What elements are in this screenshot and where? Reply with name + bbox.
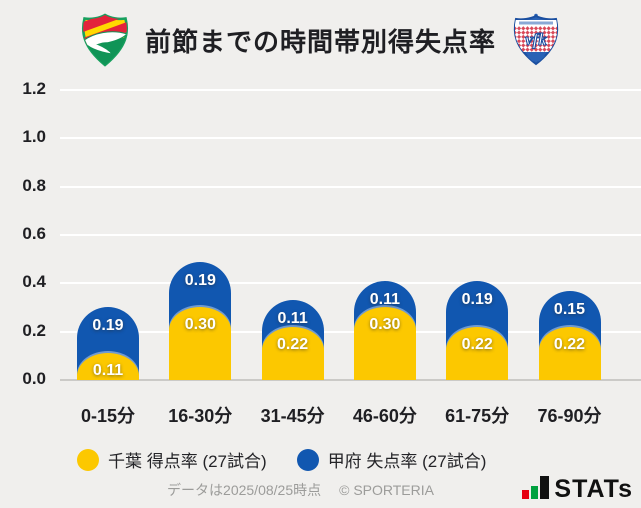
kofu-value-label-76-90分: 0.15 [553, 300, 586, 318]
stats-wordmark: STATs [554, 475, 633, 503]
gridline-y-0.8 [60, 185, 641, 188]
x-axis-tick-0-15分: 0-15分 [80, 406, 136, 426]
chiba-value-label-16-30分: 0.30 [184, 316, 216, 334]
footer-note: データは2025/08/25時点 © SPORTERIA [0, 480, 601, 500]
gridline-y-1.2 [60, 88, 641, 91]
legend-label-kofu: 甲府 失点率 (27試合) [327, 452, 487, 471]
legend-item-kofu: 甲府 失点率 (27試合) [296, 447, 487, 472]
x-axis-tick-76-90分: 76-90分 [537, 406, 602, 426]
chiba-value-label-0-15分: 0.11 [92, 362, 124, 380]
chiba-scored-segment-76-90分 [538, 326, 601, 380]
stacked-bar-16-30分: 0.19 0.30 [169, 261, 232, 380]
gridline-y-0.4 [60, 282, 641, 285]
legend-label-chiba: 千葉 得点率 (27試合) [108, 452, 267, 471]
kofu-value-label-16-30分: 0.19 [184, 271, 216, 289]
stats-bars-icon [522, 476, 550, 502]
chiba-scored-segment-16-30分 [169, 307, 232, 380]
y-axis-tick-1.2: 1.2 [22, 78, 46, 98]
y-axis-tick-0.2: 0.2 [22, 320, 46, 340]
chiba-value-label-46-60分: 0.30 [369, 316, 401, 334]
kofu-value-label-0-15分: 0.19 [92, 317, 124, 335]
ventforet-kofu-crest-icon: vfk [513, 13, 559, 66]
copyright: © SPORTERIA [339, 482, 434, 498]
stacked-bar-46-60分: 0.11 0.30 [353, 280, 416, 380]
chiba-scored-segment-61-75分 [446, 326, 509, 380]
kofu-blue-dot-icon [296, 448, 319, 471]
header: 前節までの時間帯別得失点率 vfk [0, 10, 641, 70]
y-axis-tick-0.6: 0.6 [22, 223, 46, 243]
y-axis-tick-1.0: 1.0 [22, 127, 46, 147]
chiba-scored-segment-31-45分 [261, 326, 324, 380]
y-axis-tick-0.4: 0.4 [22, 272, 46, 292]
stacked-bar-76-90分: 0.15 0.22 [538, 290, 601, 380]
stats-brand-logo: STATs [522, 476, 633, 502]
y-axis-tick-0.0: 0.0 [22, 369, 46, 388]
kofu-value-label-46-60分: 0.11 [369, 290, 401, 308]
page-title: 前節までの時間帯別得失点率 [144, 26, 496, 57]
data-date-note: データは2025/08/25時点 [167, 482, 322, 498]
x-axis-tick-31-45分: 31-45分 [260, 406, 325, 426]
chiba-scored-segment-46-60分 [353, 307, 416, 380]
chiba-yellow-dot-icon [77, 448, 99, 471]
x-axis-tick-16-30分: 16-30分 [168, 406, 233, 426]
chart-legend: 千葉 得点率 (27試合) 甲府 失点率 (27試合) [77, 447, 486, 472]
gridline-y-0.0 [60, 379, 641, 381]
kofu-value-label-61-75分: 0.19 [461, 290, 493, 308]
gridline-y-0.6 [60, 233, 641, 236]
chiba-value-label-31-45分: 0.22 [277, 335, 309, 353]
kofu-value-label-31-45分: 0.11 [277, 310, 308, 328]
jef-united-chiba-crest-icon [81, 13, 129, 67]
stacked-bar-61-75分: 0.19 0.22 [446, 280, 509, 380]
x-axis-tick-61-75分: 61-75分 [445, 406, 510, 426]
legend-item-chiba: 千葉 得点率 (27試合) [77, 447, 267, 472]
stacked-bar-0-15分: 0.19 0.11 [77, 307, 139, 380]
gridline-y-0.2 [60, 330, 641, 333]
stacked-bar-31-45分: 0.11 0.22 [261, 300, 324, 380]
svg-text:vfk: vfk [525, 30, 547, 49]
y-axis-tick-0.8: 0.8 [22, 175, 46, 195]
x-axis-tick-46-60分: 46-60分 [352, 406, 417, 426]
chiba-value-label-61-75分: 0.22 [461, 335, 493, 353]
chiba-value-label-76-90分: 0.22 [553, 335, 586, 353]
gridline-y-1.0 [60, 137, 641, 140]
